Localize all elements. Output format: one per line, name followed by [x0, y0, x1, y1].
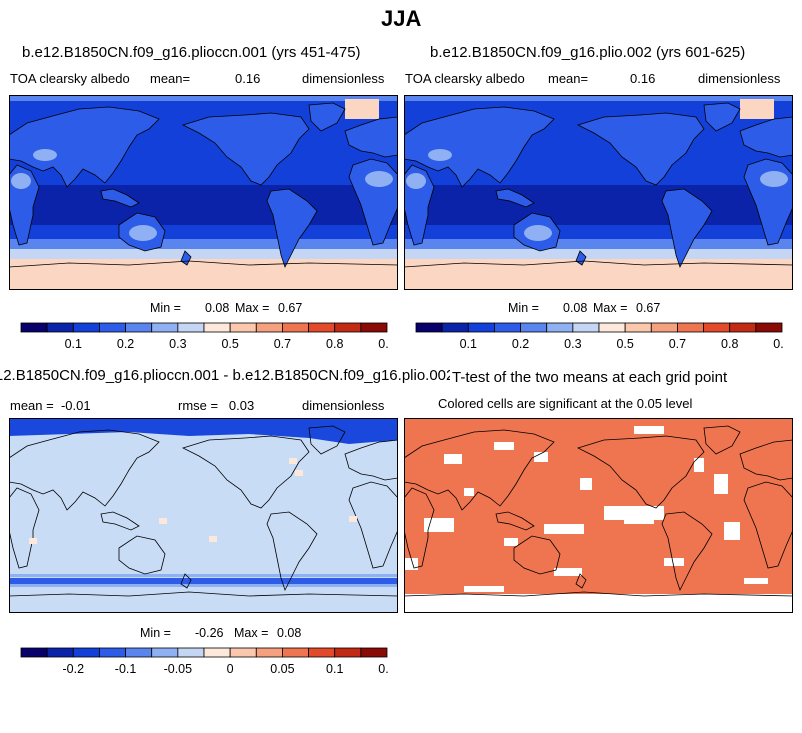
panel-3-max-label: Max =: [234, 626, 269, 640]
panel-2-min-label: Min =: [508, 301, 539, 315]
panel-4-title: T-test of the two means at each grid poi…: [452, 369, 728, 386]
colorbar-tick-label: 0.3: [564, 337, 581, 350]
panel-1-units: dimensionless: [302, 71, 385, 86]
colorbar-tick-label: 0.5: [221, 337, 238, 350]
colorbar-swatch: [546, 322, 574, 333]
colorbar-swatch: [203, 322, 231, 333]
colorbar-swatch: [125, 647, 153, 658]
colorbar-swatch: [677, 322, 704, 333]
colorbar-swatch: [46, 322, 74, 333]
panel-2-units: dimensionless: [698, 71, 781, 86]
colorbar-swatch: [624, 322, 652, 333]
panel-1-min-label: Min =: [150, 301, 181, 315]
colorbar-tick-label: 0.9: [773, 337, 784, 350]
colorbar-tick-label: 0.1: [326, 662, 343, 675]
panel-3-title: b.e12.B1850CN.f09_g16.plioccn.001 - b.e1…: [0, 367, 450, 384]
colorbar-tick-label: 0.8: [721, 337, 738, 350]
colorbar-swatch: [99, 322, 126, 333]
colorbar-tick-label: 0.7: [669, 337, 686, 350]
figure-title: JJA: [381, 6, 422, 31]
colorbar-swatch: [177, 322, 205, 333]
panel-2-mean-label: mean=: [548, 71, 589, 86]
panel-2-min-value: 0.08: [563, 301, 588, 315]
colorbar-swatch: [46, 647, 74, 658]
colorbar-swatch: [72, 322, 100, 333]
colorbar-swatch: [99, 647, 126, 658]
colorbar-tick-label: -0.2: [63, 662, 85, 675]
colorbar-tick-label: 0: [227, 662, 234, 675]
colorbar-swatch: [229, 647, 257, 658]
panel-1-max-label: Max =: [235, 301, 270, 315]
colorbar-swatch: [494, 322, 521, 333]
panel-2-title: b.e12.B1850CN.f09_g16.plio.002 (yrs 601-…: [430, 44, 746, 61]
panel-3-units: dimensionless: [302, 398, 385, 413]
panel-3-mean: mean = -0.01: [10, 398, 91, 413]
colorbar-swatch: [255, 647, 283, 658]
panel-3-colorbar: -0.2 -0.1 -0.05 0 0.05 0.1 0.2: [20, 647, 389, 675]
colorbar-tick-label: 0.7: [274, 337, 291, 350]
colorbar-swatch: [72, 647, 100, 658]
panel-2-map: [404, 95, 793, 290]
colorbar-tick-label: 0.8: [326, 337, 343, 350]
panel-4-subtitle: Colored cells are significant at the 0.0…: [438, 396, 693, 411]
colorbar-swatch: [729, 322, 757, 333]
colorbar-swatch: [229, 322, 257, 333]
panel-1-max-value: 0.67: [278, 301, 303, 315]
panel-3-min-value: -0.26: [195, 626, 224, 640]
colorbar-tick-label: 0.1: [65, 337, 82, 350]
panel-2-max-value: 0.67: [636, 301, 661, 315]
colorbar-swatch: [572, 322, 600, 333]
colorbar-swatch: [282, 322, 309, 333]
panel-1-mean-value: 0.16: [235, 71, 261, 86]
panel-2-colorbar: 0.1 0.2 0.3 0.5 0.7 0.8 0.9: [415, 322, 784, 350]
colorbar-tick-label: 0.2: [117, 337, 134, 350]
colorbar-swatch: [334, 647, 362, 658]
panel-1-mean-label: mean=: [150, 71, 191, 86]
colorbar-swatch: [203, 647, 231, 658]
panel-1-map: [9, 95, 398, 290]
colorbar-swatch: [360, 647, 388, 658]
colorbar-swatch: [125, 322, 153, 333]
colorbar-swatch: [20, 322, 48, 333]
panel-4-map: [404, 418, 793, 613]
colorbar-tick-label: -0.1: [115, 662, 137, 675]
panel-3-max-value: 0.08: [277, 626, 302, 640]
panel-1-colorbar: 0.1 0.2 0.3 0.5 0.7 0.8 0.9: [20, 322, 389, 350]
panel-2-max-label: Max =: [593, 301, 628, 315]
colorbar-tick-label: 0.2: [378, 662, 389, 675]
panel-1-variable-label: TOA clearsky albedo: [10, 71, 130, 86]
colorbar-tick-label: 0.9: [378, 337, 389, 350]
colorbar-tick-label: 0.3: [169, 337, 186, 350]
colorbar-swatch: [467, 322, 495, 333]
colorbar-swatch: [282, 647, 309, 658]
panel-3-min-label: Min =: [140, 626, 171, 640]
colorbar-swatch: [151, 647, 179, 658]
colorbar-swatch: [360, 322, 388, 333]
panel-3-rmse: rmse = 0.03: [178, 398, 255, 413]
colorbar-swatch: [415, 322, 443, 333]
colorbar-tick-label: 0.1: [460, 337, 477, 350]
colorbar-swatch: [151, 322, 179, 333]
colorbar-tick-label: 0.05: [270, 662, 294, 675]
colorbar-swatch: [20, 647, 48, 658]
colorbar-swatch: [598, 322, 626, 333]
panel-2-variable-label: TOA clearsky albedo: [405, 71, 525, 86]
colorbar-tick-label: 0.5: [616, 337, 633, 350]
colorbar-swatch: [334, 322, 362, 333]
colorbar-swatch: [308, 647, 336, 658]
colorbar-swatch: [650, 322, 678, 333]
panel-1-title: b.e12.B1850CN.f09_g16.plioccn.001 (yrs 4…: [22, 44, 361, 61]
colorbar-swatch: [255, 322, 283, 333]
colorbar-tick-label: 0.2: [512, 337, 529, 350]
colorbar-swatch: [703, 322, 731, 333]
panel-1-min-value: 0.08: [205, 301, 230, 315]
colorbar-tick-label: -0.05: [164, 662, 193, 675]
colorbar-swatch: [177, 647, 205, 658]
colorbar-swatch: [755, 322, 783, 333]
panel-2-mean-value: 0.16: [630, 71, 656, 86]
panel-3-map: [9, 418, 398, 613]
colorbar-swatch: [520, 322, 548, 333]
colorbar-swatch: [308, 322, 336, 333]
colorbar-swatch: [441, 322, 469, 333]
